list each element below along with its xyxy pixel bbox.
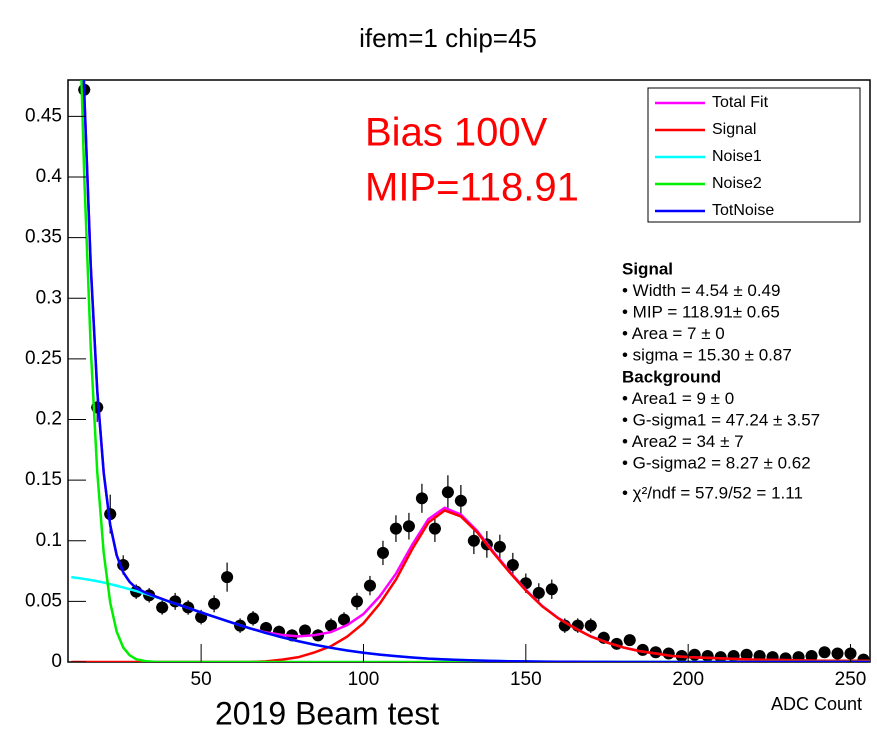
stats-line: • MIP = 118.91± 0.65 (622, 302, 780, 321)
data-point (831, 647, 844, 660)
data-point (350, 595, 363, 608)
x-tick-label: 50 (191, 669, 212, 690)
data-point (325, 619, 338, 632)
legend-box (647, 87, 861, 223)
y-tick-label: 0.2 (36, 409, 62, 430)
data-point (428, 522, 441, 535)
annotation: MIP=118.91 (365, 166, 579, 210)
data-point (337, 613, 350, 626)
data-point (818, 646, 831, 659)
fit-curve (82, 80, 870, 662)
data-point (532, 586, 545, 599)
x-axis-label: ADC Count (771, 694, 862, 714)
x-tick-label: 250 (835, 669, 867, 690)
data-point (247, 612, 260, 625)
plot-area (71, 80, 870, 662)
stats-line: • Area = 7 ± 0 (622, 324, 725, 343)
data-point (493, 540, 506, 553)
data-point (662, 647, 675, 660)
data-point (376, 546, 389, 559)
data-point (156, 601, 169, 614)
x-tick-label: 200 (672, 669, 704, 690)
stats-line: • sigma = 15.30 ± 0.87 (622, 345, 792, 364)
data-point (740, 648, 753, 661)
legend-label: Signal (712, 121, 756, 138)
data-point (805, 649, 818, 662)
data-point (454, 494, 467, 507)
annotation: 2019 Beam test (215, 695, 439, 731)
data-point (415, 492, 428, 505)
data-point (584, 619, 597, 632)
y-tick-label: 0.15 (25, 469, 62, 490)
data-point (104, 508, 117, 521)
y-tick-label: 0.3 (36, 287, 62, 308)
y-tick-label: 0.25 (25, 348, 62, 369)
stats-line: • G-sigma1 = 47.24 ± 3.57 (622, 410, 820, 429)
stats-heading: Background (622, 367, 721, 386)
data-point (208, 597, 221, 610)
stats-line: • G-sigma2 = 8.27 ± 0.62 (622, 453, 811, 472)
y-tick-label: 0.1 (36, 530, 62, 551)
legend-label: Noise1 (712, 148, 762, 165)
data-point (467, 534, 480, 547)
stats-heading: Signal (622, 259, 673, 278)
data-point (299, 624, 312, 637)
data-point (389, 522, 402, 535)
data-point (441, 486, 454, 499)
fit-curve (80, 80, 870, 662)
y-tick-label: 0.05 (25, 590, 62, 611)
data-point (688, 648, 701, 661)
data-point (221, 571, 234, 584)
stats-line: • χ²/ndf = 57.9/52 = 1.11 (622, 483, 803, 502)
data-point (701, 649, 714, 662)
x-tick-label: 150 (510, 669, 542, 690)
data-point (363, 579, 376, 592)
y-tick-label: 0 (51, 651, 62, 672)
y-tick-label: 0.45 (25, 105, 62, 126)
y-tick-label: 0.35 (25, 227, 62, 248)
y-tick-label: 0.4 (36, 166, 63, 187)
stats-line: • Area2 = 34 ± 7 (622, 432, 744, 451)
data-point (545, 583, 558, 596)
legend-label: TotNoise (712, 202, 774, 219)
fit-curve (71, 575, 870, 662)
fit-curve (71, 509, 870, 662)
data-point (623, 634, 636, 647)
chart-title: ifem=1 chip=45 (359, 23, 537, 53)
stats-line: • Width = 4.54 ± 0.49 (622, 281, 780, 300)
annotation: Bias 100V (365, 111, 548, 155)
data-point (506, 559, 519, 571)
data-point (402, 520, 415, 533)
legend-label: Total Fit (712, 94, 769, 111)
stats-line: • Area1 = 9 ± 0 (622, 389, 734, 408)
legend-label: Noise2 (712, 175, 762, 192)
x-tick-label: 100 (348, 669, 380, 690)
